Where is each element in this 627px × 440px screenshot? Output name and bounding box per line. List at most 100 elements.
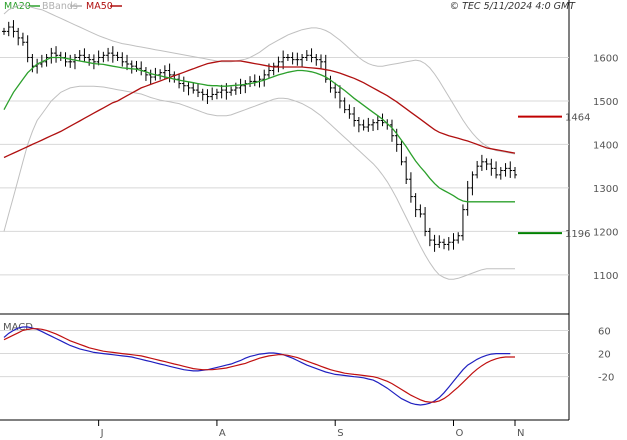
price-bar <box>120 52 125 67</box>
x-tick-label: J <box>100 428 104 439</box>
price-bar <box>446 237 451 251</box>
moving-average-layer <box>3 56 516 203</box>
price-bar <box>276 56 281 73</box>
price-bar <box>16 27 21 46</box>
price-bar <box>167 63 172 83</box>
price-bar <box>475 160 480 179</box>
price-bar <box>333 82 338 99</box>
price-bar <box>470 171 475 196</box>
price-bar <box>238 78 243 94</box>
price-bar <box>252 74 257 87</box>
price-bar <box>503 163 508 177</box>
ma50-line <box>3 60 516 159</box>
price-bar <box>96 50 101 66</box>
price-bar <box>451 233 456 250</box>
price-bar <box>484 158 489 171</box>
copyright-text: © TEC 5/11/2024 4:0 GMT <box>450 1 577 12</box>
price-bar <box>437 235 442 248</box>
price-bar <box>143 67 148 81</box>
price-bar <box>347 104 352 119</box>
price-bar <box>200 88 205 101</box>
price-bar <box>366 117 371 132</box>
macd-tick-label: 60 <box>598 326 611 337</box>
macd-tick-label: 20 <box>598 350 611 361</box>
price-bar <box>352 107 357 127</box>
price-tick-label: 1600 <box>593 53 618 64</box>
price-bar <box>413 193 418 218</box>
bollinger-layer <box>3 4 516 280</box>
price-bar <box>210 87 215 101</box>
price-tick-label: 1300 <box>593 184 618 195</box>
price-bar <box>290 52 295 65</box>
price-bar <box>498 167 503 180</box>
bollinger-upper-line <box>3 4 516 155</box>
macd-signal-line <box>3 328 515 403</box>
legend-ma50-label: MA50 <box>86 1 113 12</box>
price-bar <box>186 82 191 96</box>
price-bar <box>432 234 437 252</box>
x-tick-label: O <box>455 428 463 439</box>
price-bar <box>494 161 499 179</box>
price-bar <box>2 27 6 35</box>
price-bar <box>110 46 115 63</box>
macd-tick-label: -20 <box>598 373 614 384</box>
price-bar <box>77 50 82 61</box>
price-bar <box>11 20 16 38</box>
price-bar <box>106 47 111 62</box>
price-bar <box>489 158 494 176</box>
x-tick-label: N <box>517 428 524 439</box>
price-bar <box>304 50 309 61</box>
price-bar <box>20 32 25 46</box>
price-bar <box>442 238 447 250</box>
price-bar <box>195 83 200 98</box>
price-bar <box>72 54 77 70</box>
price-bar <box>101 51 106 63</box>
price-bar <box>6 21 11 37</box>
price-bar <box>337 85 342 109</box>
price-tick-label: 1100 <box>593 271 618 282</box>
price-bar <box>389 119 394 142</box>
price-bar <box>229 86 234 96</box>
price-bars-layer <box>2 20 517 252</box>
price-bar <box>115 51 120 61</box>
price-bar <box>148 69 153 85</box>
price-bar <box>205 89 210 104</box>
price-bar <box>309 48 314 63</box>
price-bar <box>82 48 87 63</box>
price-tick-label: 1400 <box>593 140 618 151</box>
annotation-layer: 1464 1196 <box>518 113 590 240</box>
macd-line <box>3 326 511 406</box>
price-bar <box>214 88 219 100</box>
price-bar <box>371 119 376 131</box>
price-bar <box>91 54 96 70</box>
price-bar <box>513 167 517 179</box>
price-bar <box>281 50 286 70</box>
legend-ma20-label: MA20 <box>4 1 31 12</box>
x-tick-label: S <box>337 428 343 439</box>
price-bar <box>465 180 470 216</box>
price-bar <box>134 60 139 72</box>
price-bar <box>375 115 380 131</box>
macd-layer: MACD <box>3 322 515 406</box>
level-label: 1464 <box>565 113 590 124</box>
price-bar <box>181 76 186 92</box>
bollinger-lower-line <box>3 85 515 280</box>
price-bar <box>404 156 409 184</box>
price-bar <box>319 54 324 70</box>
price-bar <box>125 54 130 71</box>
price-bar <box>54 46 59 63</box>
price-bar <box>361 119 366 131</box>
price-bar <box>300 54 305 68</box>
price-bar <box>427 227 432 247</box>
price-bar <box>356 117 361 133</box>
price-bar <box>87 54 92 66</box>
price-bar <box>68 54 73 68</box>
price-bar <box>456 232 461 244</box>
price-bar <box>129 60 134 74</box>
legend-bbands-label: BBands <box>42 1 78 12</box>
price-bar <box>25 35 30 63</box>
level-label: 1196 <box>565 229 590 240</box>
price-bar <box>219 84 224 99</box>
